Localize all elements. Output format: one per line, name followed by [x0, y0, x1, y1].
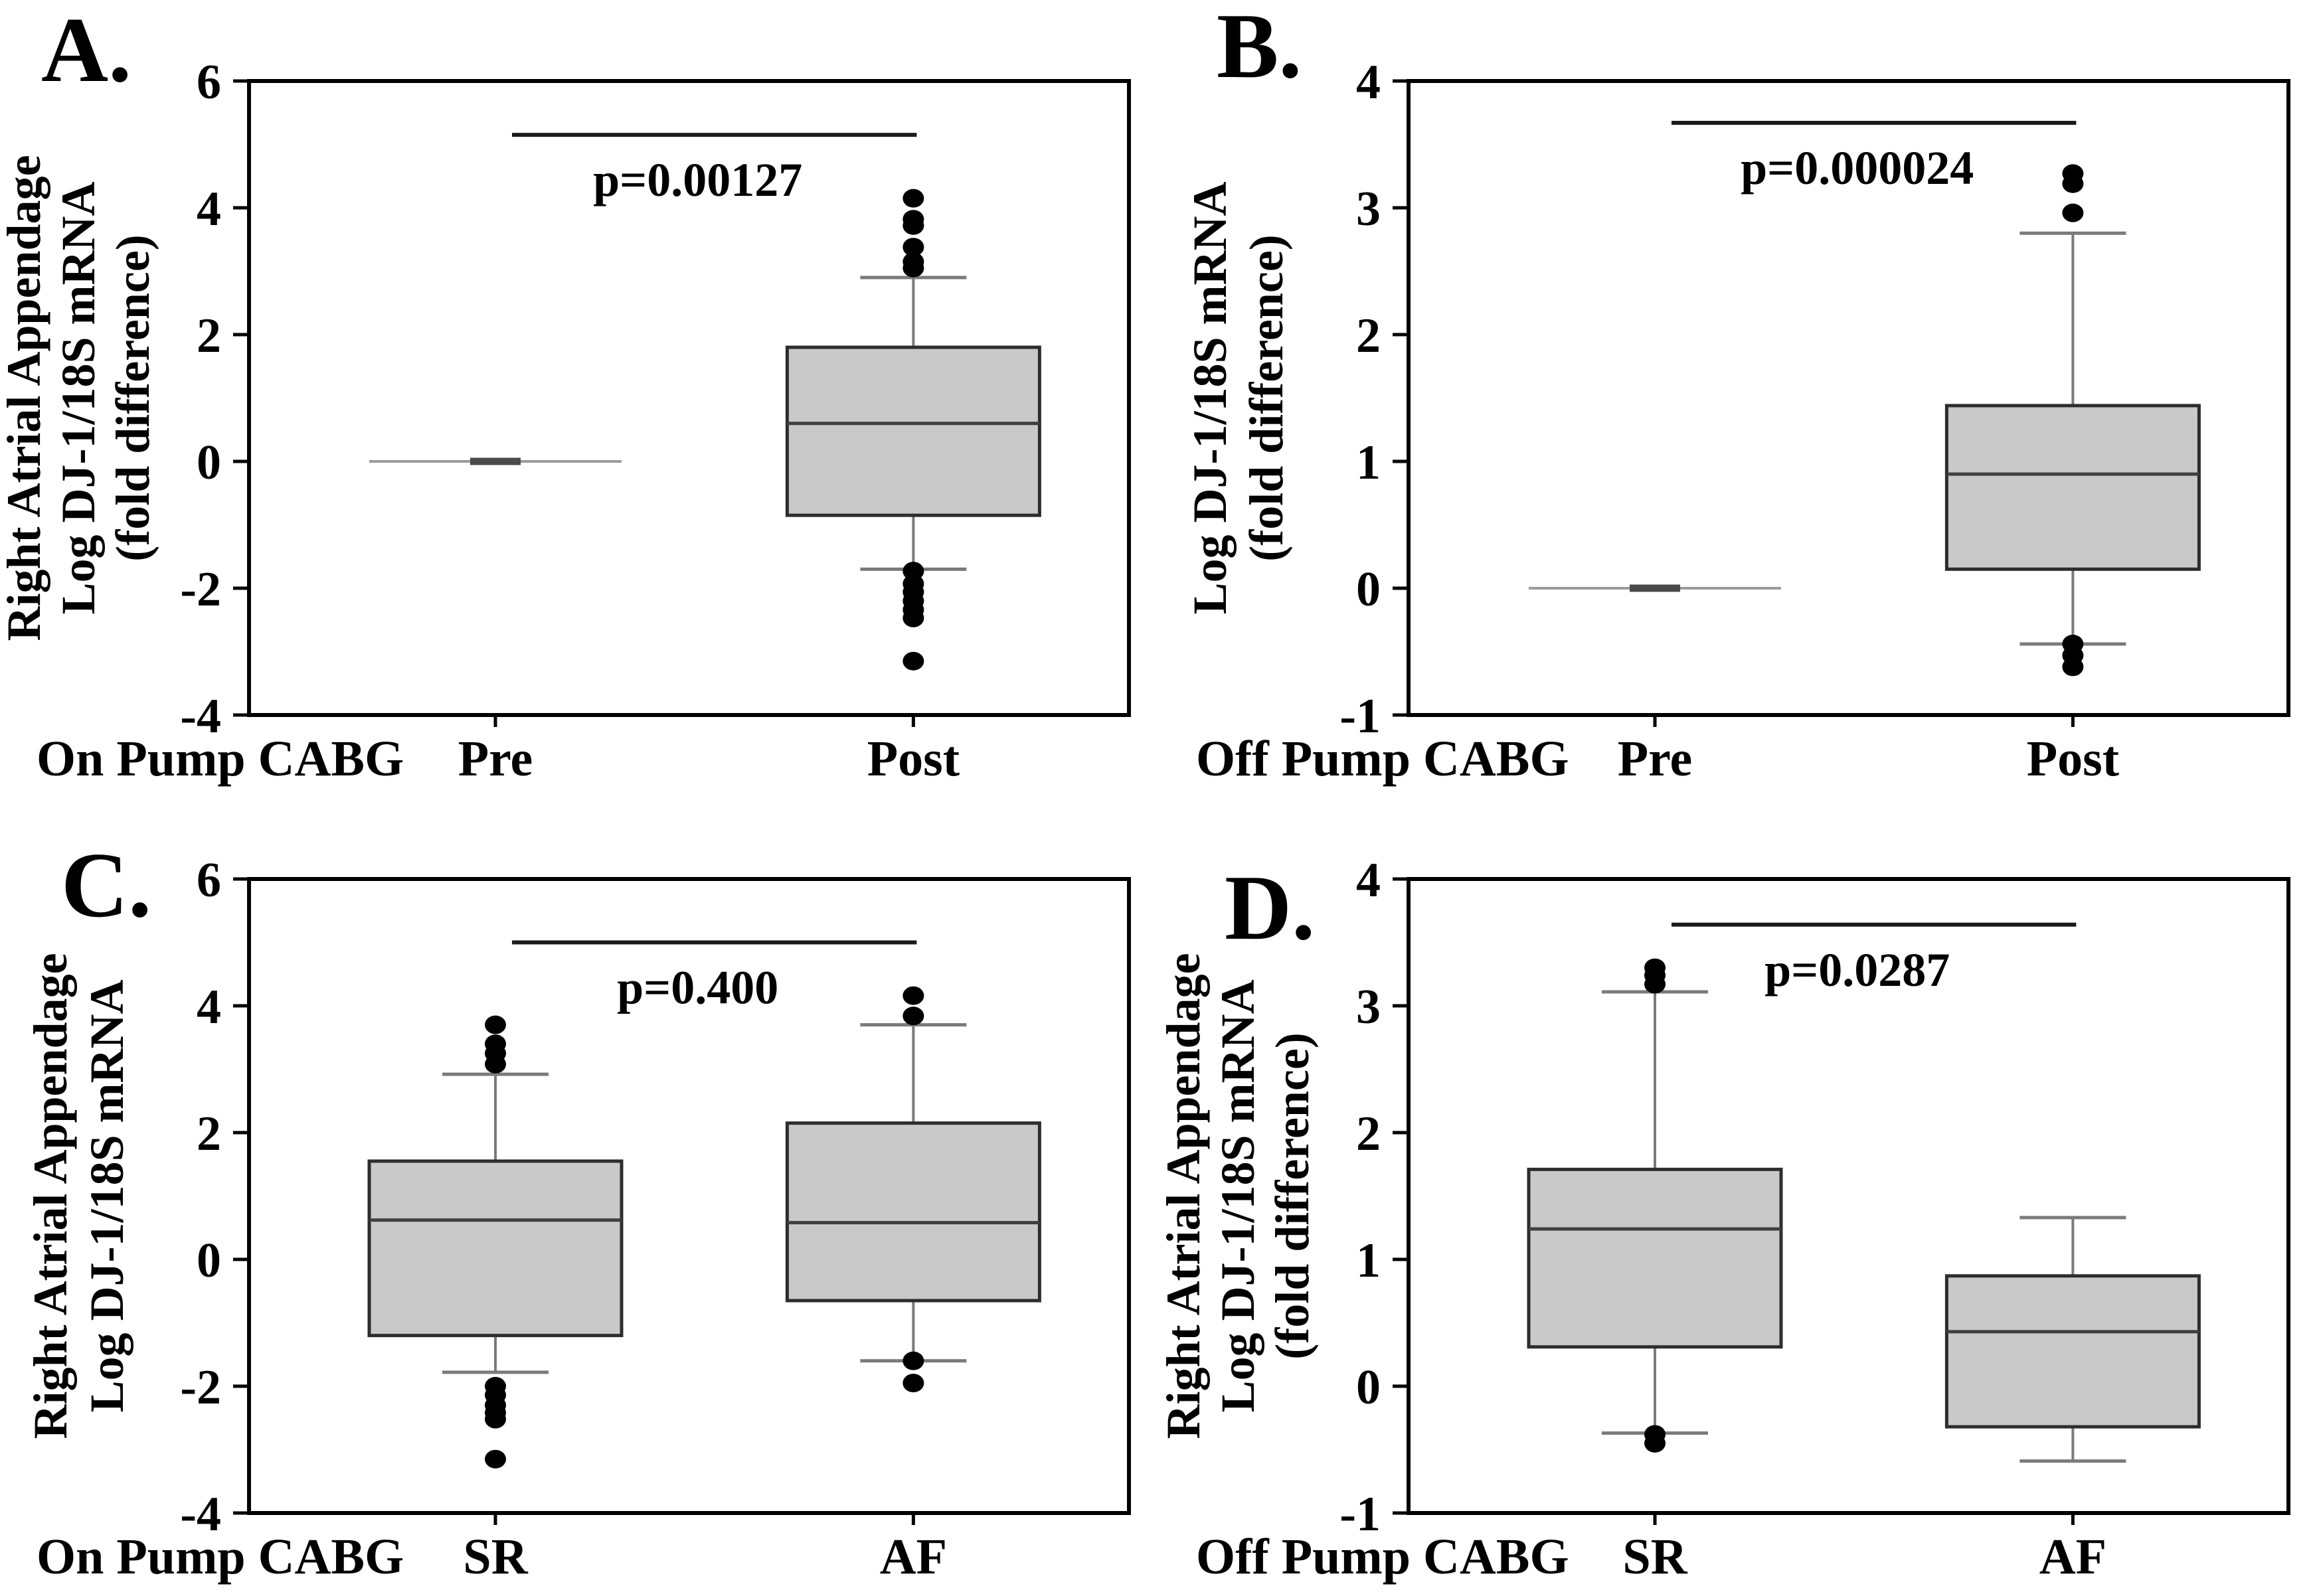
plot-frame — [1407, 877, 2290, 1515]
outlier-dot — [485, 1449, 506, 1469]
p-value-label: p=0.400 — [617, 961, 778, 1014]
outlier-dot — [1644, 1433, 1666, 1453]
box-post — [785, 345, 1041, 517]
y-tick-label: 0 — [197, 436, 221, 490]
y-axis-label: (fold difference) — [1240, 234, 1293, 562]
outlier-dot — [902, 238, 924, 257]
outlier-dot — [485, 1015, 506, 1034]
plot-frame — [247, 79, 1131, 717]
y-tick-label: 0 — [1356, 562, 1381, 617]
p-value-label: p=0.0287 — [1764, 943, 1950, 997]
x-category-label: Pre — [1618, 731, 1693, 787]
y-axis-label: Log DJ-1/18S mRNA — [52, 181, 105, 614]
outlier-dot — [902, 1351, 924, 1370]
y-axis-label: Log DJ-1/18S mRNA — [1183, 181, 1237, 614]
x-group-label: On Pump CABG — [37, 731, 404, 787]
y-tick-label: 0 — [197, 1234, 221, 1288]
panel-a-letter: A. — [41, 0, 132, 102]
box-sr — [1527, 1167, 1783, 1349]
panel-b-chart: 4 3 2 1 0 -1 Log DJ-1/18S mRNA (fold difference… — [1183, 55, 2290, 787]
x-category-label: Post — [2027, 731, 2119, 787]
p-value-label: p=0.00127 — [593, 153, 802, 206]
x-group-label: Off Pump CABG — [1196, 731, 1569, 787]
y-tick-label: 6 — [197, 853, 221, 908]
y-tick-label: -2 — [180, 562, 221, 617]
y-tick-label: 2 — [197, 1107, 221, 1161]
y-tick-label: 1 — [1356, 1234, 1381, 1288]
outlier-dot — [902, 1006, 924, 1026]
y-tick-label: 6 — [197, 55, 221, 110]
outlier-dot — [2062, 174, 2084, 193]
outlier-dot — [902, 608, 924, 627]
outlier-dot — [902, 216, 924, 235]
x-category-label: SR — [463, 1529, 528, 1585]
panel-d-letter: D. — [1225, 856, 1316, 959]
y-tick-label: 3 — [1356, 182, 1381, 236]
y-tick-label: -2 — [180, 1360, 221, 1415]
panel-a-chart: 6 4 2 0 -2 -4 Right Atrial Appendage Log DJ-1/1… — [0, 55, 1131, 787]
plot-frame — [1407, 79, 2290, 717]
y-tick-label: 1 — [1356, 436, 1381, 490]
y-axis-label: (fold difference) — [1266, 1032, 1319, 1360]
box-post — [1944, 404, 2201, 571]
panel-d-chart: 4 3 2 1 0 -1 Right Atrial Appendage Log DJ-1/18… — [1160, 853, 2290, 1585]
x-category-label: AF — [2039, 1529, 2106, 1585]
y-axis-label: Log DJ-1/18S mRNA — [1211, 979, 1264, 1412]
outlier-dot — [485, 1054, 506, 1074]
outlier-dot — [1644, 975, 1666, 994]
y-tick-label: 3 — [1356, 980, 1381, 1034]
panel-d: 4 3 2 1 0 -1 Right Atrial Appendage Log DJ-1/18… — [1160, 798, 2319, 1596]
x-category-label: SR — [1622, 1529, 1687, 1585]
outlier-dot — [2062, 657, 2084, 677]
x-category-label: Post — [867, 731, 960, 787]
y-tick-label: 4 — [1356, 853, 1381, 908]
y-tick-label: 2 — [1356, 309, 1381, 363]
y-axis-label: Right Atrial Appendage — [0, 155, 50, 641]
x-category-label: AF — [880, 1529, 947, 1585]
x-group-label: Off Pump CABG — [1196, 1529, 1569, 1585]
y-axis-label: Right Atrial Appendage — [1160, 953, 1210, 1439]
x-group-label: On Pump CABG — [37, 1529, 404, 1585]
outlier-dot — [902, 189, 924, 208]
y-tick-label: 4 — [1356, 55, 1381, 110]
outlier-dot — [2062, 203, 2084, 222]
panel-c-letter: C. — [61, 834, 152, 937]
plot-frame — [247, 877, 1131, 1515]
y-tick-label: 0 — [1356, 1360, 1381, 1415]
y-tick-label: 4 — [197, 980, 221, 1034]
y-tick-label: -1 — [1339, 689, 1381, 744]
y-tick-label: 2 — [1356, 1107, 1381, 1161]
outlier-dot — [902, 651, 924, 671]
outlier-dot — [902, 258, 924, 278]
box-af — [1944, 1274, 2201, 1429]
outlier-dot — [902, 986, 924, 1005]
outlier-dot — [485, 1409, 506, 1429]
panel-c: 6 4 2 0 -2 -4 Right Atrial Appendage Log DJ-1/1… — [0, 798, 1160, 1596]
box-sr — [367, 1159, 624, 1338]
y-axis-label: Right Atrial Appendage — [24, 953, 77, 1439]
y-tick-label: 4 — [197, 182, 221, 236]
y-tick-label: -1 — [1339, 1487, 1381, 1542]
y-axis-label: Log DJ-1/18S mRNA — [80, 979, 133, 1412]
y-tick-label: -4 — [180, 1487, 221, 1542]
y-tick-label: -4 — [180, 689, 221, 744]
p-value-label: p=0.000024 — [1741, 141, 1974, 195]
panel-b: 4 3 2 1 0 -1 Log DJ-1/18S mRNA (fold difference… — [1160, 0, 2319, 798]
y-tick-label: 2 — [197, 309, 221, 363]
y-axis-label: (fold difference) — [106, 234, 159, 562]
panel-a: 6 4 2 0 -2 -4 Right Atrial Appendage Log DJ-1/1… — [0, 0, 1160, 798]
outlier-dot — [902, 1374, 924, 1393]
panel-c-chart: 6 4 2 0 -2 -4 Right Atrial Appendage Log DJ-1/1… — [24, 853, 1131, 1585]
panel-b-letter: B. — [1217, 0, 1302, 98]
x-category-label: Pre — [458, 731, 533, 787]
box-af — [785, 1121, 1041, 1303]
